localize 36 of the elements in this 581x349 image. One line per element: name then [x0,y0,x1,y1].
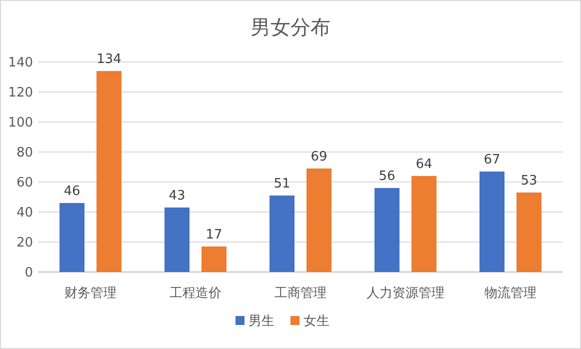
x-tick-label: 物流管理 [484,285,536,301]
chart-title: 男女分布 [250,15,330,39]
bar [374,188,400,272]
bar [60,203,84,272]
data-label: 46 [64,184,80,199]
data-label: 53 [520,174,538,188]
y-tick-label: 140 [8,56,33,70]
x-tick-label: 人力资源管理 [366,286,444,301]
y-tick-label: 100 [8,116,33,130]
data-label: 69 [310,150,328,164]
data-label: 67 [484,152,500,168]
bar [96,71,122,272]
bar [202,246,226,272]
data-label: 56 [378,169,396,184]
data-label: 64 [416,157,432,172]
y-tick-label: 0 [24,266,33,280]
y-tick-label: 20 [16,236,33,250]
y-tick-label: 120 [8,86,33,100]
bar [164,208,190,272]
bar [516,192,542,272]
x-tick-label: 工程造价 [170,286,222,301]
y-tick-label: 60 [16,176,33,190]
bar [306,168,332,272]
y-tick-label: 80 [16,146,33,160]
data-label: 134 [96,52,122,67]
legend-label: 女生 [304,314,330,329]
x-tick-label: 财务管理 [64,286,116,301]
bar [412,176,436,272]
data-label: 51 [274,176,290,192]
y-tick-label: 40 [16,206,33,220]
bar [480,172,504,272]
data-label: 17 [206,228,222,242]
bar [270,196,294,272]
x-tick-label: 工商管理 [274,286,326,301]
legend-label: 男生 [248,314,274,329]
data-label: 43 [168,188,186,204]
